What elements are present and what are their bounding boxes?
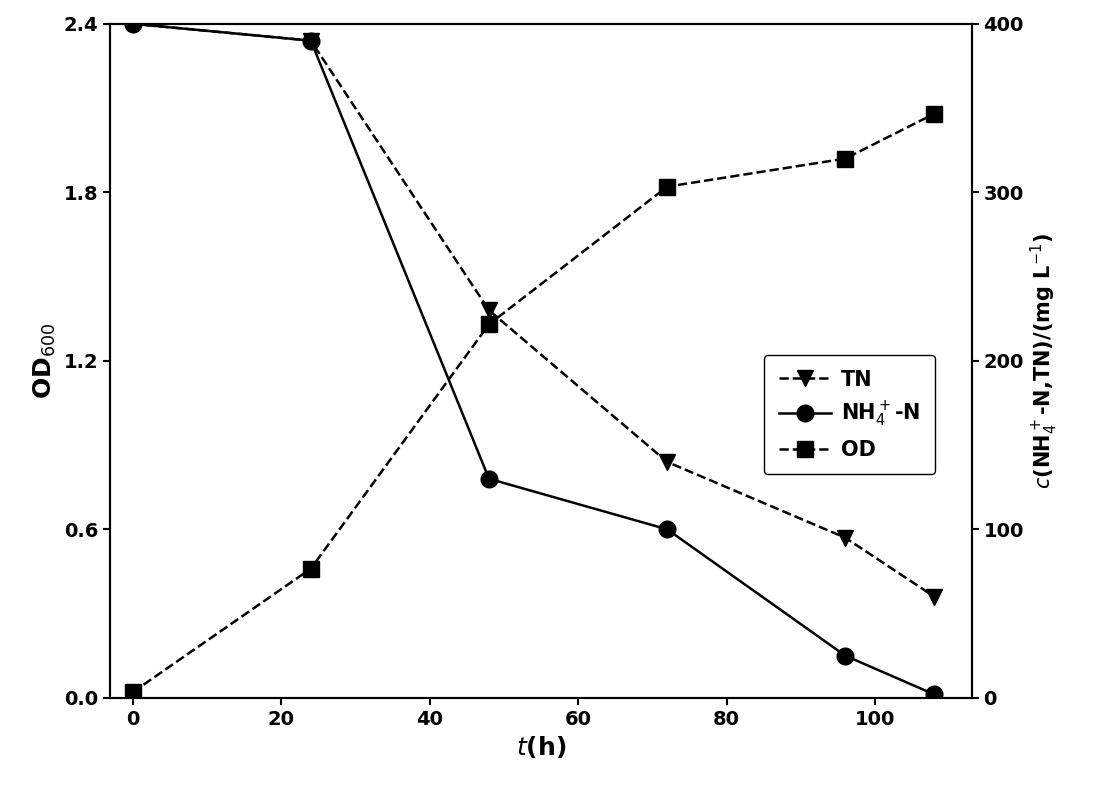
- OD: [839, 154, 852, 163]
- TN: [839, 533, 852, 542]
- NH$_4^+$-N: [482, 474, 496, 484]
- TN: [482, 305, 496, 315]
- Y-axis label: OD$_{600}$: OD$_{600}$: [32, 323, 59, 399]
- NH$_4^+$-N: [126, 19, 139, 29]
- TN: [305, 36, 318, 45]
- NH$_4^+$-N: [660, 525, 673, 534]
- NH$_4^+$-N: [839, 651, 852, 661]
- TN: [660, 457, 673, 466]
- OD: [305, 564, 318, 573]
- TN: [126, 19, 139, 29]
- OD: [927, 109, 941, 118]
- OD: [660, 182, 673, 191]
- Legend: TN, NH$_4^+$-N, OD: TN, NH$_4^+$-N, OD: [764, 355, 935, 474]
- OD: [126, 688, 139, 697]
- TN: [927, 592, 941, 602]
- Line: OD: OD: [125, 105, 943, 700]
- OD: [482, 320, 496, 329]
- Line: NH$_4^+$-N: NH$_4^+$-N: [125, 15, 943, 703]
- X-axis label: $\mathit{t}$(h): $\mathit{t}$(h): [516, 734, 566, 760]
- Line: TN: TN: [125, 15, 943, 605]
- NH$_4^+$-N: [305, 36, 318, 45]
- Y-axis label: $c$(NH$_4^+$-N,TN)/(mg L$^{-1}$): $c$(NH$_4^+$-N,TN)/(mg L$^{-1}$): [1029, 233, 1061, 488]
- NH$_4^+$-N: [927, 690, 941, 699]
